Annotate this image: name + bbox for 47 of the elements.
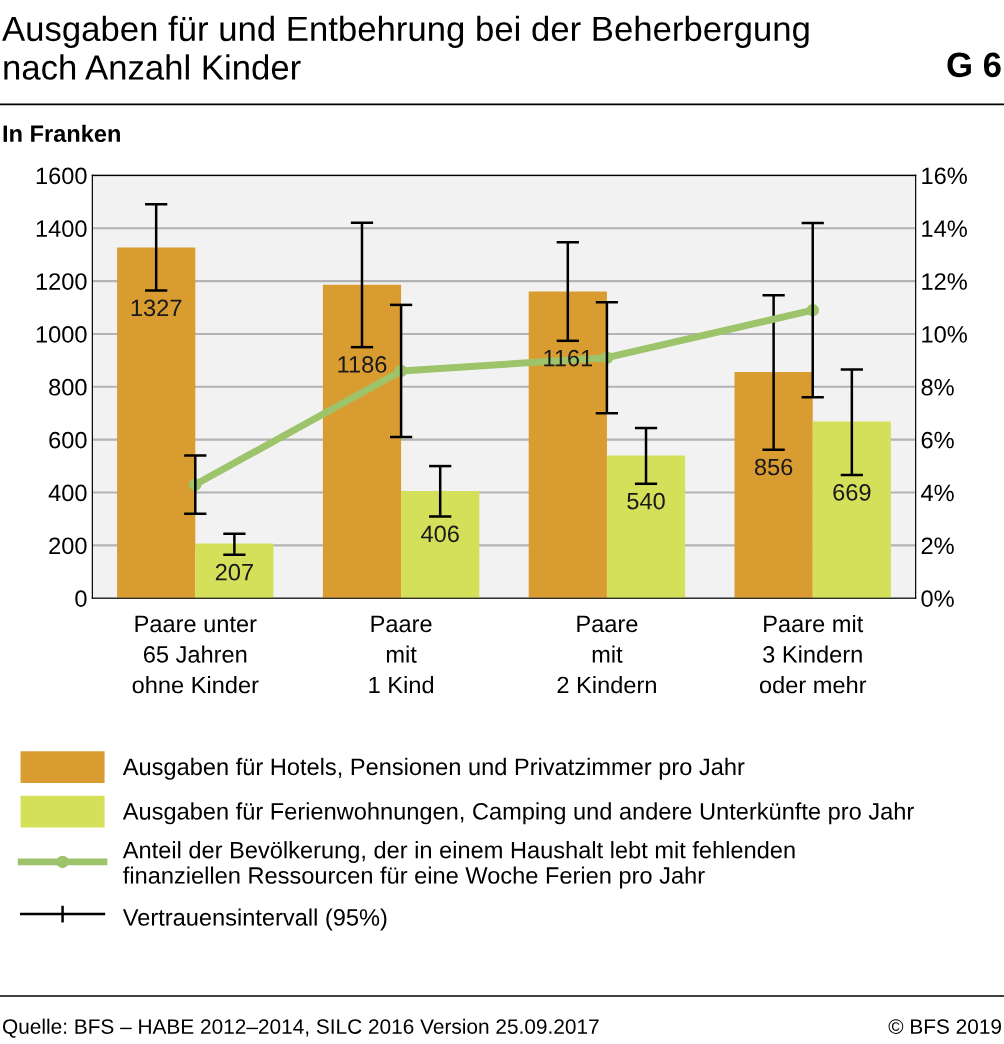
y2-tick-label: 12% bbox=[922, 273, 967, 290]
y-tick-label: 1400 bbox=[36, 220, 87, 238]
y2-tick-label: 8% bbox=[921, 378, 954, 396]
y2-tick-label: 16% bbox=[922, 167, 967, 185]
text: 207 bbox=[215, 563, 253, 581]
y-tick-label: 0 bbox=[75, 590, 87, 607]
y-axis-title: In Franken bbox=[3, 124, 120, 143]
bar bbox=[401, 490, 480, 599]
text: © BFS 2019 bbox=[888, 1019, 1002, 1034]
text: 669 bbox=[833, 484, 871, 501]
bar bbox=[528, 291, 607, 599]
bar bbox=[606, 455, 686, 599]
bar bbox=[812, 421, 891, 599]
x-tick-label: Paare mit 1 Kind bbox=[369, 615, 434, 694]
y-tick-label: 800 bbox=[49, 378, 87, 396]
y-tick-label: 1600 bbox=[36, 167, 87, 185]
y-tick-label: 600 bbox=[49, 431, 87, 449]
y2-tick-label: 6% bbox=[921, 431, 954, 449]
bar bbox=[117, 247, 196, 599]
text: 540 bbox=[627, 492, 665, 510]
x-tick-label: Paare mit 3 Kindern oder mehr bbox=[759, 614, 867, 694]
x-tick-label: Paare mit 2 Kindern bbox=[557, 615, 656, 694]
y2-tick-label: 4% bbox=[921, 484, 954, 502]
y-tick-label: 1200 bbox=[36, 273, 87, 290]
text: Vertrauensintervall (95%) bbox=[122, 908, 387, 931]
text: 1327 bbox=[131, 299, 182, 317]
source-note: Quelle: BFS – HABE 2012–2014, SILC 2016 Version 25.09.2017 bbox=[2, 1018, 599, 1038]
y2-tick-label: 10% bbox=[922, 326, 967, 343]
text: 1186 bbox=[338, 356, 387, 373]
legend-label: Anteil der Bevölkerung, der in einem Haushalt lebt mit fehlenden finanziellen Ressourcen für eine Woche Ferien pro Jahr bbox=[122, 841, 795, 889]
bar bbox=[195, 543, 274, 599]
legend-label: Ausgaben für Hotels, Pensionen und Privatzimmer pro Jahr bbox=[122, 757, 745, 780]
legend-label: Ausgaben für Ferienwohnungen, Camping und andere Unterkünfte pro Jahr bbox=[122, 802, 914, 825]
y-tick-label: 1000 bbox=[36, 326, 87, 343]
x-tick-label: Paare unter 65 Jahren ohne Kinder bbox=[132, 615, 259, 694]
y2-tick-label: 0% bbox=[921, 590, 954, 607]
text: G 6 bbox=[947, 52, 1001, 78]
bar bbox=[734, 372, 813, 599]
y2-tick-label: 2% bbox=[921, 537, 954, 555]
text: 856 bbox=[754, 458, 793, 476]
chart-title: Ausgaben für und Entbehrung bei der Beherbergung nach Anzahl Kinder bbox=[2, 15, 809, 80]
text: 406 bbox=[421, 525, 459, 543]
text: 1161 bbox=[544, 349, 593, 367]
bar bbox=[322, 284, 402, 599]
y-tick-label: 200 bbox=[49, 537, 87, 555]
y2-tick-label: 14% bbox=[922, 220, 967, 237]
y-tick-label: 400 bbox=[48, 484, 87, 502]
